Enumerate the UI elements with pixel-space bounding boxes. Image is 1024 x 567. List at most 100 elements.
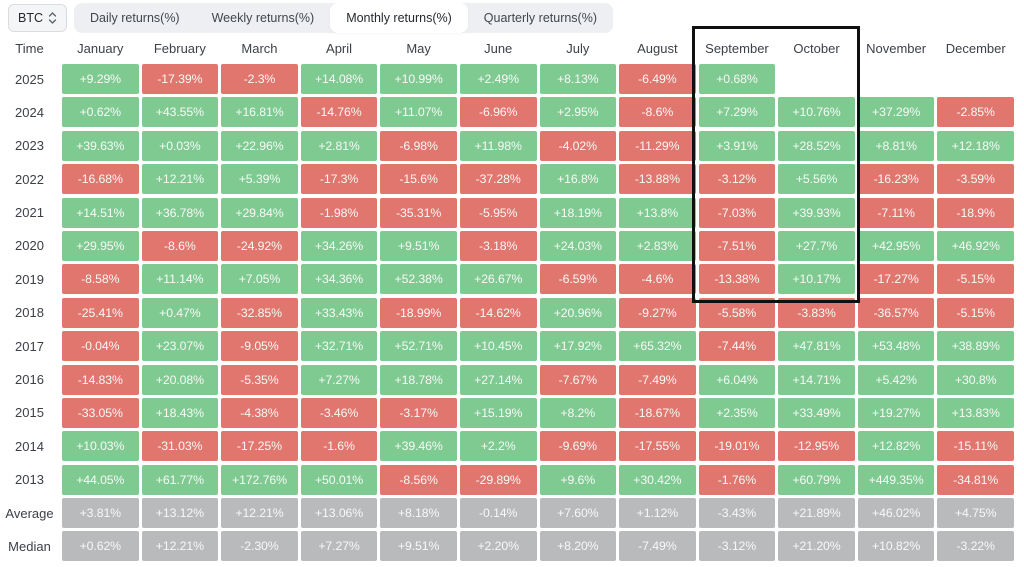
return-cell: +8.20% [539,531,617,562]
column-header-april: April [326,40,353,56]
return-cell: -9.05% [221,331,298,362]
return-cell: +13.06% [300,498,378,529]
return-cell: -33.05% [62,397,139,428]
return-cell: -35.31% [380,197,457,228]
return-cell: +14.08% [300,64,378,94]
return-cell: +5.39% [221,164,298,195]
row-label: 2021 [15,205,44,221]
return-cell: +9.29% [62,64,139,94]
return-cell: -17.3% [300,164,378,195]
return-cell: +12.21% [141,164,219,195]
return-cell: +39.93% [778,197,855,228]
column-header-time: Time [15,40,44,56]
column-header-november: November [866,40,927,56]
column-header-september: September [705,40,769,56]
return-cell: -3.17% [380,397,457,428]
return-cell: +2.49% [459,64,537,94]
return-cell: +13.12% [141,498,219,529]
row-label: Average [5,505,54,521]
row-label: 2024 [15,104,44,120]
return-cell: +29.95% [62,230,139,261]
return-cell: +26.67% [459,264,537,295]
table-row-2025: 2025 +9.29% -17.39% -2.3% +14.08% +10.99% +2.4… [0,64,1024,94]
asset-selector[interactable]: BTC [8,4,67,32]
return-cell: +9.51% [380,230,457,261]
return-cell: +16.8% [539,164,617,195]
return-cell: +34.26% [300,230,378,261]
return-cell: -19.01% [698,431,776,462]
return-cell: +0.47% [141,297,219,328]
table-row-2018: 2018 -25.41% +0.47% -32.85% +33.43% -18.99% -1… [0,297,1024,328]
return-cell: +11.98% [459,130,537,161]
return-cell: +10.17% [778,264,855,295]
table-row-2023: 2023 +39.63% +0.03% +22.96% +2.81% -6.98% +11.… [0,130,1024,161]
return-cell: +2.83% [619,230,696,261]
return-cell: +44.05% [62,464,139,495]
return-cell: -8.6% [141,230,219,261]
return-cell: +21.20% [778,531,855,562]
return-cell: +7.60% [539,498,617,529]
return-cell: +2.81% [300,130,378,161]
return-cell: +27.14% [459,364,537,395]
return-cell: +10.82% [857,531,935,562]
return-cell: +36.78% [141,197,219,228]
table-row-2017: 2017 -0.04% +23.07% -9.05% +32.71% +52.71% +10… [0,331,1024,362]
return-cell: +10.99% [380,64,457,94]
tab-daily-returns[interactable]: Daily returns(%) [90,11,180,25]
return-cell: +23.07% [141,331,219,362]
return-cell: -14.62% [459,297,537,328]
return-cell: +7.27% [300,531,378,562]
return-cell: +20.08% [141,364,219,395]
return-cell: +42.95% [857,230,935,261]
return-cell: -1.6% [300,431,378,462]
tab-monthly-returns[interactable]: Monthly returns(%) [330,3,468,33]
return-cell: -37.28% [459,164,537,195]
return-cell: +37.29% [857,97,935,128]
sort-arrows-icon [48,12,57,24]
return-cell: -6.96% [459,97,537,128]
return-cell: +39.46% [380,431,457,462]
return-cell: -9.27% [619,297,696,328]
row-label: Median [8,538,51,554]
return-cell: -4.6% [619,264,696,295]
row-label: 2020 [15,238,44,254]
return-cell: -1.98% [300,197,378,228]
return-cell: -15.11% [937,431,1014,462]
return-cell: -5.35% [221,364,298,395]
return-cell: -8.6% [619,97,696,128]
return-cell: -18.9% [937,197,1014,228]
return-cell: -25.41% [62,297,139,328]
return-cell: -5.15% [937,297,1014,328]
return-cell: +20.96% [539,297,617,328]
return-cell: +33.49% [778,397,855,428]
return-cell: +7.05% [221,264,298,295]
return-cell: +29.84% [221,197,298,228]
row-label: 2013 [15,472,44,488]
return-cell: -7.03% [698,197,776,228]
return-cell: -0.14% [459,498,537,529]
return-cell: -5.95% [459,197,537,228]
return-cell: +17.92% [539,331,617,362]
return-cell: -12.95% [778,431,855,462]
return-cell: +0.68% [698,64,776,94]
return-cell: +12.21% [141,531,219,562]
return-cell: +47.81% [778,331,855,362]
column-header-august: August [637,40,678,56]
return-cell: -36.57% [857,297,935,328]
tab-weekly-returns[interactable]: Weekly returns(%) [211,11,315,25]
tab-quarterly-returns[interactable]: Quarterly returns(%) [483,11,598,25]
column-header-october: October [793,40,840,56]
return-cell: -13.88% [619,164,696,195]
return-cell: +22.96% [221,130,298,161]
return-cell: +12.21% [221,498,298,529]
return-cell: -14.76% [300,97,378,128]
return-cell: -16.68% [62,164,139,195]
return-cell: -7.44% [698,331,776,362]
return-cell: +11.14% [141,264,219,295]
return-cell: +46.02% [857,498,935,529]
return-cell: +12.18% [937,130,1014,161]
return-cell: +18.19% [539,197,617,228]
return-cell: +10.45% [459,331,537,362]
return-cell: +30.8% [937,364,1014,395]
return-cell: -17.39% [141,64,219,94]
